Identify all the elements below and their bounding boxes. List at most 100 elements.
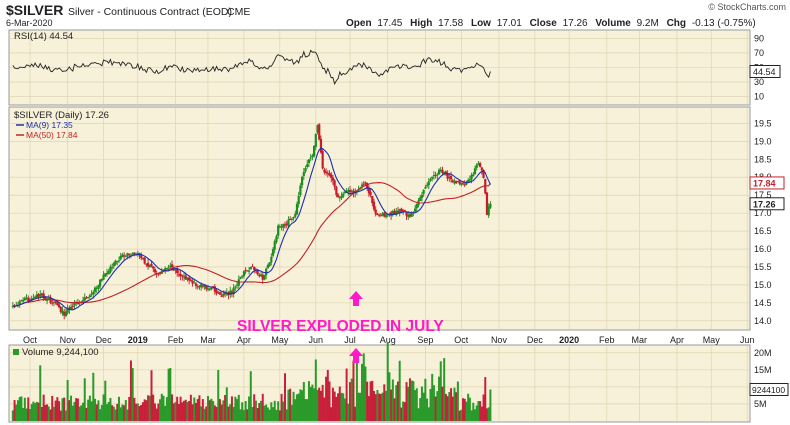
price-bar-body: [319, 138, 323, 153]
volume-bar: [23, 397, 26, 421]
price-bar-body: [475, 164, 478, 168]
price-bar-body: [117, 260, 121, 262]
volume-bar: [131, 368, 134, 421]
price-bar-body: [54, 301, 57, 304]
volume-bar: [299, 389, 302, 421]
volume-bar: [73, 401, 76, 421]
volume-bar: [335, 396, 338, 421]
price-bar-body: [275, 236, 278, 243]
volume-bar: [446, 396, 449, 421]
volume-bar: [388, 372, 391, 421]
volume-bar: [112, 406, 115, 421]
volume-bar: [321, 384, 324, 421]
volume-bar: [49, 409, 52, 421]
volume-bar: [193, 397, 196, 421]
price-bar-body: [427, 181, 430, 186]
price-bar-body: [85, 297, 88, 299]
stockcharts-watermark: © StockCharts.com: [708, 2, 786, 12]
volume-bar: [200, 406, 203, 421]
volume-bar: [75, 398, 78, 421]
volume-bar: [354, 406, 357, 421]
volume-bar: [307, 381, 310, 421]
price-bar-body: [446, 173, 449, 179]
price-bar-body: [140, 255, 143, 259]
volume-bar: [177, 403, 180, 421]
price-bar-body: [239, 276, 242, 279]
volume-series: [11, 342, 492, 421]
price-bar-body: [220, 295, 223, 297]
volume-bar: [99, 409, 102, 421]
volume-bar: [236, 399, 239, 421]
volume-bar: [42, 394, 45, 421]
symbol-description: Silver - Continuous Contract (EOD): [68, 6, 232, 18]
volume-bar: [477, 401, 480, 421]
volume-bar: [13, 400, 16, 421]
volume-bar: [278, 410, 281, 421]
volume-bar: [249, 371, 252, 421]
volume-bar: [412, 381, 415, 421]
x-tick-label: Jun: [309, 335, 324, 345]
price-bar-body: [42, 293, 45, 299]
close-label: Close: [530, 18, 558, 29]
price-bar-body: [343, 191, 347, 193]
price-bar-body: [263, 275, 266, 280]
price-bar-body: [485, 192, 489, 215]
volume-bar: [290, 404, 293, 421]
volume-bar: [369, 381, 372, 421]
price-bar-body: [157, 273, 160, 275]
price-bar-body: [44, 296, 47, 300]
price-bar-body: [119, 256, 122, 260]
volume-bar: [212, 400, 215, 421]
volume-bar: [153, 403, 156, 421]
volume-bar: [82, 402, 85, 421]
volume-bar: [121, 404, 124, 421]
price-bar-body: [186, 277, 189, 280]
volume-bar: [407, 386, 410, 421]
volume-bar: [383, 384, 386, 421]
volume-bar: [367, 396, 370, 421]
price-bar-body: [64, 311, 68, 317]
x-tick-label: Mar: [200, 335, 216, 345]
price-bar-body: [34, 296, 37, 299]
price-bar-body: [396, 210, 400, 213]
price-bar-body: [76, 303, 79, 305]
volume-bar: [56, 397, 59, 421]
price-bar-body: [128, 253, 131, 255]
volume-bar: [124, 400, 127, 421]
volume-bar: [402, 401, 405, 421]
volume-bar: [479, 401, 482, 421]
volume-bar: [51, 395, 54, 421]
volume-bar: [453, 387, 456, 421]
price-bar-body: [372, 201, 376, 210]
volume-value-label: 9244100: [752, 385, 785, 395]
price-bar-body: [301, 176, 304, 186]
volume-bar: [273, 400, 276, 421]
volume-bar: [311, 384, 314, 421]
price-bar-body: [468, 179, 471, 181]
rsi-legend-text: RSI(14) 44.54: [14, 31, 73, 42]
volume-bar: [396, 381, 399, 421]
chart-date: 6-Mar-2020: [6, 18, 53, 28]
price-tick-label: 16.5: [754, 226, 772, 236]
volume-bar: [378, 393, 381, 421]
price-bar-body: [443, 171, 446, 174]
volume-bar: [414, 390, 417, 421]
exchange-label: CME: [227, 6, 250, 18]
price-bar-body: [321, 151, 324, 169]
volume-bar: [451, 396, 454, 421]
volume-bar: [289, 388, 292, 421]
price-bar-body: [347, 190, 350, 193]
price-bar-body: [170, 264, 174, 268]
price-bar-body: [408, 214, 412, 217]
price-bar-body: [81, 300, 85, 302]
price-bar-body: [340, 196, 343, 199]
volume-bar: [123, 405, 126, 421]
volume-bar: [333, 391, 336, 421]
volume-legend-text: Volume 9,244,100: [22, 347, 99, 358]
volume-bar: [426, 398, 429, 421]
chg-label: Chg: [667, 18, 686, 29]
price-bar-body: [280, 226, 283, 228]
volume-bar: [489, 389, 492, 421]
volume-bar: [417, 408, 420, 421]
volume-bar: [326, 369, 329, 421]
